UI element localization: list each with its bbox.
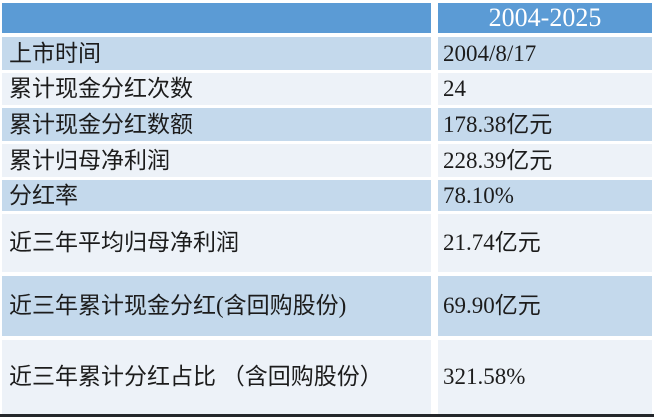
row-value: 78.10% (438, 180, 652, 211)
table-row-3yr-cum-dividend: 近三年累计现金分红(含回购股份) 69.90亿元 (2, 276, 652, 336)
table-row-3yr-payout-ratio: 近三年累计分红占比 （含回购股份） 321.58% (2, 340, 652, 414)
row-value: 2004/8/17 (438, 37, 652, 70)
row-label: 近三年累计分红占比 （含回购股份） (2, 340, 431, 414)
table-bottom-border (0, 414, 654, 417)
table-row-3yr-avg-net-profit: 近三年平均归母净利润 21.74亿元 (2, 214, 652, 272)
row-value: 321.58% (438, 340, 652, 414)
row-label: 累计现金分红数额 (2, 108, 431, 141)
table-row-dividend-count: 累计现金分红次数 24 (2, 73, 652, 105)
table-header-row: 2004-2025 (2, 3, 652, 33)
row-value: 24 (438, 73, 652, 105)
row-value: 21.74亿元 (438, 214, 652, 272)
row-value: 178.38亿元 (438, 108, 652, 141)
table-row-net-profit: 累计归母净利润 228.39亿元 (2, 144, 652, 177)
row-label: 上市时间 (2, 37, 431, 70)
row-label: 分红率 (2, 180, 431, 211)
row-label: 近三年平均归母净利润 (2, 214, 431, 272)
table-row-payout-ratio: 分红率 78.10% (2, 180, 652, 211)
row-value: 69.90亿元 (438, 276, 652, 336)
row-label: 累计归母净利润 (2, 144, 431, 177)
row-label: 累计现金分红次数 (2, 73, 431, 105)
table-row-dividend-amount: 累计现金分红数额 178.38亿元 (2, 108, 652, 141)
table-row-listing-date: 上市时间 2004/8/17 (2, 37, 652, 70)
row-label: 近三年累计现金分红(含回购股份) (2, 276, 431, 336)
header-cell-period: 2004-2025 (438, 3, 652, 33)
header-cell-empty (2, 3, 431, 33)
row-value: 228.39亿元 (438, 144, 652, 177)
table-body: 上市时间 2004/8/17 累计现金分红次数 24 累计现金分红数额 178.… (2, 37, 652, 414)
